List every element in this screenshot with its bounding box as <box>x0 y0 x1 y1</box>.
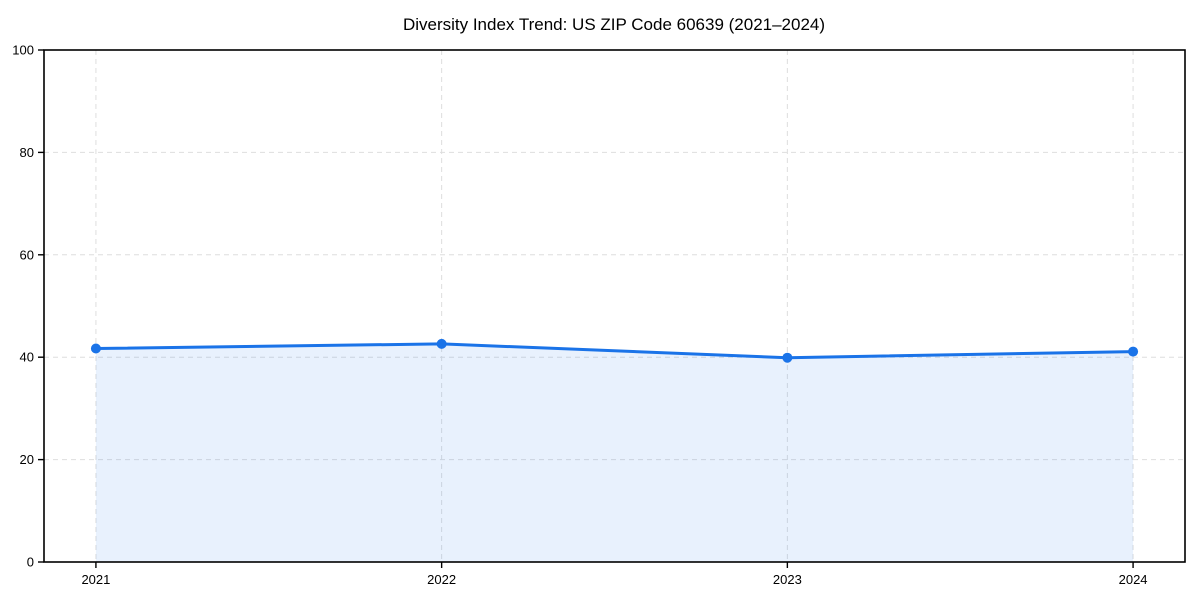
plot-area: 0 20 40 60 80 100 2021 2022 2023 2024 <box>12 43 1186 587</box>
chart-title: Diversity Index Trend: US ZIP Code 60639… <box>403 15 825 34</box>
x-tick-label-2024: 2024 <box>1119 572 1148 587</box>
y-tick-label-20: 20 <box>20 452 34 467</box>
y-tick-label-80: 80 <box>20 145 34 160</box>
y-tick-label-0: 0 <box>27 555 34 570</box>
data-point-2024 <box>1128 346 1139 357</box>
plot-border <box>43 49 1186 563</box>
data-point-2023 <box>782 352 793 363</box>
x-tick-label-2022: 2022 <box>427 572 456 587</box>
data-point-2021 <box>90 343 101 354</box>
area-fill <box>95 343 1134 562</box>
x-tick-label-2021: 2021 <box>81 572 110 587</box>
y-tick-label-40: 40 <box>20 350 34 365</box>
y-tick-label-100: 100 <box>12 43 34 58</box>
trend-line <box>94 342 1135 360</box>
y-tick-label-60: 60 <box>20 247 34 262</box>
data-point-2022 <box>436 338 447 349</box>
x-tick-label-2023: 2023 <box>773 572 802 587</box>
